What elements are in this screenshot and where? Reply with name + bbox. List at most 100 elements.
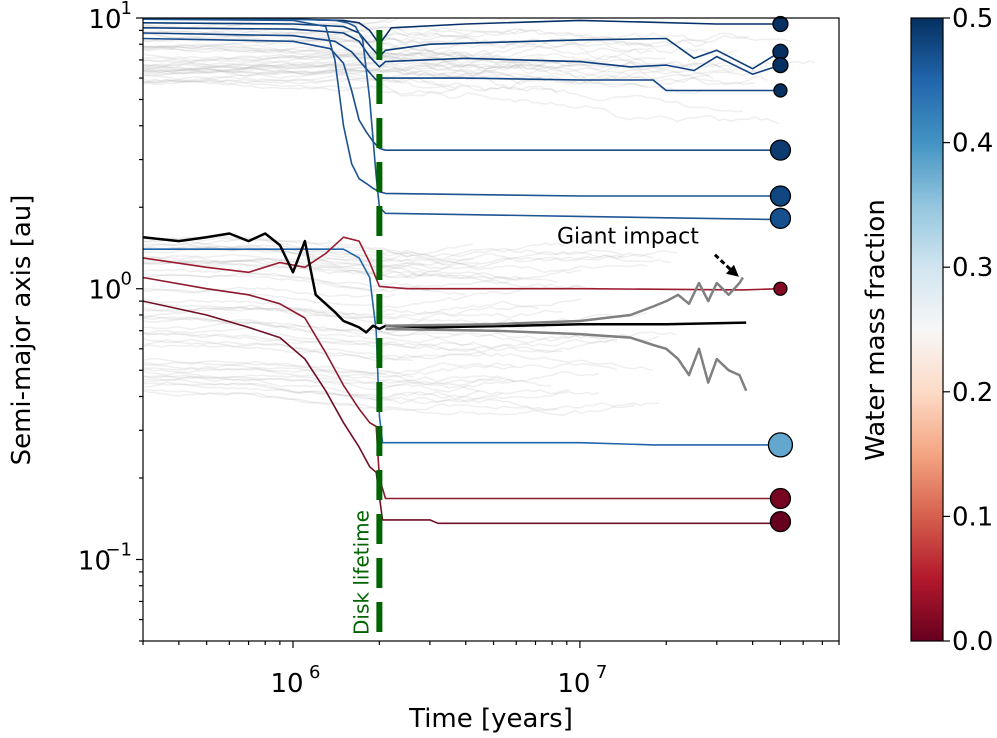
series-line-4 [143,37,781,151]
background-trajectory [143,312,648,335]
background-trajectory [143,234,678,258]
final-planet-marker [772,56,789,74]
background-trajectory [143,252,654,271]
giant-impact-arrow [713,253,734,273]
background-trajectory [143,332,654,371]
background-trajectory [143,307,396,319]
x-axis-label: Time [years] [408,704,573,734]
colorbar-tick-label: 0.1 [952,502,993,532]
background-trajectory [143,41,654,61]
background-trajectory [143,243,648,274]
final-planet-marker [772,15,789,33]
background-trajectory [143,307,546,329]
background-trajectory [143,317,660,344]
series-line-13 [385,327,748,392]
y-tick-label: 10 [88,276,121,306]
background-trajectory [143,237,672,267]
disk-lifetime-label: Disk lifetime [349,510,373,635]
background-trajectory [143,27,732,68]
series-line-5 [143,18,781,197]
background-trajectory [143,374,480,393]
background-trajectory [143,357,516,375]
x-tick-label: 10 [270,669,303,699]
series-layer [143,18,781,525]
background-trajectory [143,383,558,411]
background-trajectory [143,268,510,292]
background-trajectory [143,259,600,291]
background-trajectory [143,360,414,378]
x-axis-ticks: 10 6 10 7 [142,641,840,699]
background-trajectory [143,257,522,280]
background-trajectory [143,342,414,362]
series-line-2 [143,27,781,75]
plot-frame [142,17,840,642]
colorbar-tick-label: 0.0 [952,627,993,657]
background-trajectory [143,331,563,353]
colorbar-tick-label: 0.2 [952,378,993,408]
background-trajectory [143,32,540,53]
background-trajectory [143,272,468,296]
background-trajectory [143,361,516,383]
background-trajectory [143,337,486,360]
background-trajectory [143,31,708,49]
series-line-1 [143,22,781,70]
background-trajectory [143,64,756,85]
y-tick-exponent: 0 [121,269,132,290]
background-trajectory [143,61,768,85]
y-tick-exponent: 1 [121,0,132,19]
background-trajectory [143,47,408,60]
background-trajectory [143,297,582,317]
background-trajectory [143,79,456,97]
background-trajectory [143,29,792,43]
background-trajectory [143,39,474,61]
background-trajectory [143,368,552,393]
y-tick-label: 10 [88,5,121,35]
y-axis-label: Semi-major axis [au] [7,195,37,466]
final-planet-marker [769,487,792,510]
y-tick-label: 10 [78,546,111,576]
final-planet-marker [769,207,792,229]
background-trajectory [143,80,780,125]
background-trajectory [143,55,396,69]
series-line-12 [385,276,744,328]
background-trajectory [143,389,636,412]
background-trajectory [143,54,816,78]
background-trajectory [143,18,462,30]
background-trajectory [143,367,600,387]
background-trajectory [143,322,474,347]
giant-impact-label: Giant impact [557,225,699,250]
background-trajectory [143,255,582,281]
final-planets [767,15,794,533]
background-trajectories [143,18,816,417]
background-trajectory [143,63,390,71]
series-line-10 [143,300,781,525]
series-line-8 [143,236,781,291]
background-trajectory [143,53,666,71]
background-trajectory [143,273,432,293]
background-trajectory [143,306,564,321]
series-line-11 [143,232,747,334]
background-trajectory [143,284,582,309]
final-planet-marker [769,510,792,533]
giant-impact-arrowhead [725,264,739,277]
x-tick-exponent: 7 [596,662,607,683]
series-line-7 [143,248,781,446]
final-planet-marker [769,185,792,207]
background-trajectory [143,375,504,400]
x-tick-label: 10 [557,669,590,699]
final-planet-marker [773,83,788,98]
colorbar-tick-label: 0.4 [952,129,993,159]
background-trajectory [143,52,576,64]
background-trajectory [143,28,528,63]
colorbar-ticks: 0.0 0.1 0.2 0.3 0.4 0.5 [943,4,993,657]
final-planet-marker [767,432,794,458]
background-trajectory [143,286,396,299]
colorbar [910,17,944,642]
background-trajectory [143,257,558,284]
background-trajectory [143,37,474,58]
background-trajectory [143,18,558,31]
final-planet-marker [773,281,788,296]
background-trajectory [143,60,582,82]
